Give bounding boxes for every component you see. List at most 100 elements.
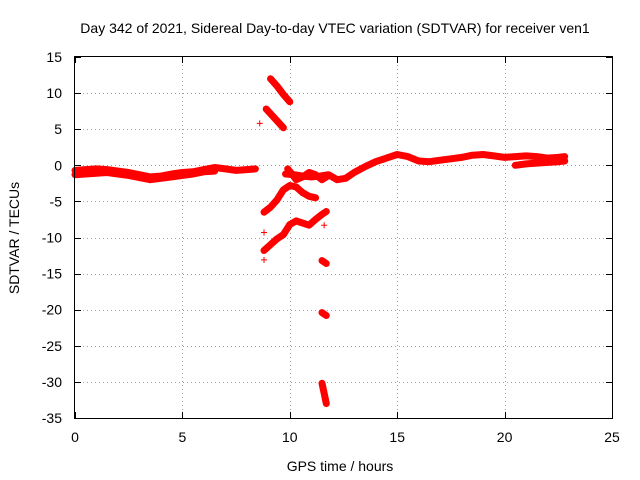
data-point bbox=[261, 247, 268, 254]
data-point bbox=[252, 165, 259, 172]
series-line bbox=[267, 75, 294, 106]
y-tick-label: -5 bbox=[50, 193, 63, 209]
data-point bbox=[469, 152, 476, 159]
data-point bbox=[284, 165, 291, 172]
series-main-track-a-band bbox=[71, 167, 219, 184]
data-point bbox=[351, 169, 358, 176]
x-tick-label: 10 bbox=[282, 429, 298, 445]
data-point bbox=[319, 257, 326, 264]
y-tick-label: 15 bbox=[46, 49, 62, 65]
series-spike-mid-2 bbox=[260, 182, 320, 216]
data-point bbox=[286, 98, 293, 105]
data-point bbox=[125, 172, 132, 179]
x-axis-label: GPS time / hours bbox=[287, 458, 394, 474]
data-point bbox=[261, 256, 268, 263]
data-point bbox=[533, 153, 540, 160]
data-point bbox=[267, 241, 274, 248]
data-point bbox=[523, 152, 530, 159]
series-lower-drop-1 bbox=[318, 257, 330, 267]
data-point bbox=[267, 204, 274, 211]
data-point bbox=[312, 171, 319, 178]
data-point bbox=[263, 105, 270, 112]
series-lower-drop-3 bbox=[318, 379, 330, 408]
data-point bbox=[306, 169, 313, 176]
data-point bbox=[544, 159, 551, 166]
data-point bbox=[273, 82, 280, 89]
data-point bbox=[299, 220, 306, 227]
data-point bbox=[222, 165, 229, 172]
series-line bbox=[284, 165, 330, 184]
data-point bbox=[104, 169, 111, 176]
data-point bbox=[233, 167, 240, 174]
data-point bbox=[561, 157, 568, 164]
y-tick-label: -15 bbox=[42, 266, 62, 282]
axis-ticks bbox=[75, 57, 613, 419]
data-point bbox=[243, 166, 250, 173]
data-point bbox=[394, 151, 401, 158]
data-point bbox=[299, 189, 306, 196]
data-point bbox=[383, 155, 390, 162]
data-point bbox=[273, 196, 280, 203]
data-point bbox=[267, 75, 274, 82]
y-tick-label: -25 bbox=[42, 338, 62, 354]
data-point bbox=[321, 222, 328, 229]
data-point bbox=[323, 312, 330, 319]
data-point bbox=[512, 162, 519, 169]
data-point bbox=[415, 157, 422, 164]
data-point bbox=[447, 155, 454, 162]
data-point bbox=[288, 170, 295, 177]
data-points bbox=[71, 75, 569, 408]
data-point bbox=[437, 157, 444, 164]
data-point bbox=[480, 151, 487, 158]
chart-title: Day 342 of 2021, Sidereal Day-to-day VTE… bbox=[80, 20, 590, 36]
data-point bbox=[114, 170, 121, 177]
data-point bbox=[323, 208, 330, 215]
grid bbox=[75, 57, 612, 418]
x-tick-label: 15 bbox=[389, 429, 405, 445]
data-point bbox=[334, 176, 341, 183]
data-point bbox=[280, 91, 287, 98]
data-point bbox=[342, 175, 349, 182]
data-point bbox=[533, 160, 540, 167]
data-point bbox=[179, 172, 186, 179]
data-point bbox=[458, 154, 465, 161]
y-tick-label: 10 bbox=[46, 85, 62, 101]
series-spike-up-2 bbox=[262, 105, 287, 132]
data-point bbox=[271, 115, 278, 122]
series-stray-points bbox=[256, 120, 328, 263]
data-point bbox=[319, 176, 326, 183]
data-point bbox=[280, 124, 287, 131]
data-point bbox=[323, 400, 330, 407]
y-axis-label: SDTVAR / TECUs bbox=[6, 182, 22, 294]
data-point bbox=[286, 182, 293, 189]
data-point bbox=[273, 235, 280, 242]
plot-frame bbox=[74, 56, 613, 419]
data-point bbox=[299, 173, 306, 180]
data-point bbox=[312, 216, 319, 223]
data-point bbox=[319, 309, 326, 316]
data-point bbox=[293, 183, 300, 190]
x-tick-label: 5 bbox=[179, 429, 187, 445]
data-point bbox=[280, 186, 287, 193]
data-point bbox=[93, 170, 100, 177]
y-tick-label: 0 bbox=[54, 157, 62, 173]
series-spike-mid-3 bbox=[260, 208, 330, 254]
x-tick-label: 25 bbox=[604, 429, 620, 445]
data-point bbox=[261, 209, 268, 216]
data-point bbox=[323, 173, 330, 180]
data-point bbox=[555, 158, 562, 165]
data-point bbox=[512, 153, 519, 160]
series-main-track-b-band bbox=[511, 157, 569, 169]
data-point bbox=[306, 193, 313, 200]
x-tick-labels: 0 5 10 15 20 25 bbox=[71, 429, 620, 445]
data-point bbox=[261, 229, 268, 236]
data-point bbox=[82, 170, 89, 177]
data-point bbox=[157, 175, 164, 182]
y-tick-label: -10 bbox=[42, 230, 62, 246]
data-point bbox=[293, 176, 300, 183]
data-point bbox=[168, 173, 175, 180]
data-point bbox=[490, 152, 497, 159]
data-point bbox=[372, 158, 379, 165]
data-point bbox=[321, 390, 328, 397]
